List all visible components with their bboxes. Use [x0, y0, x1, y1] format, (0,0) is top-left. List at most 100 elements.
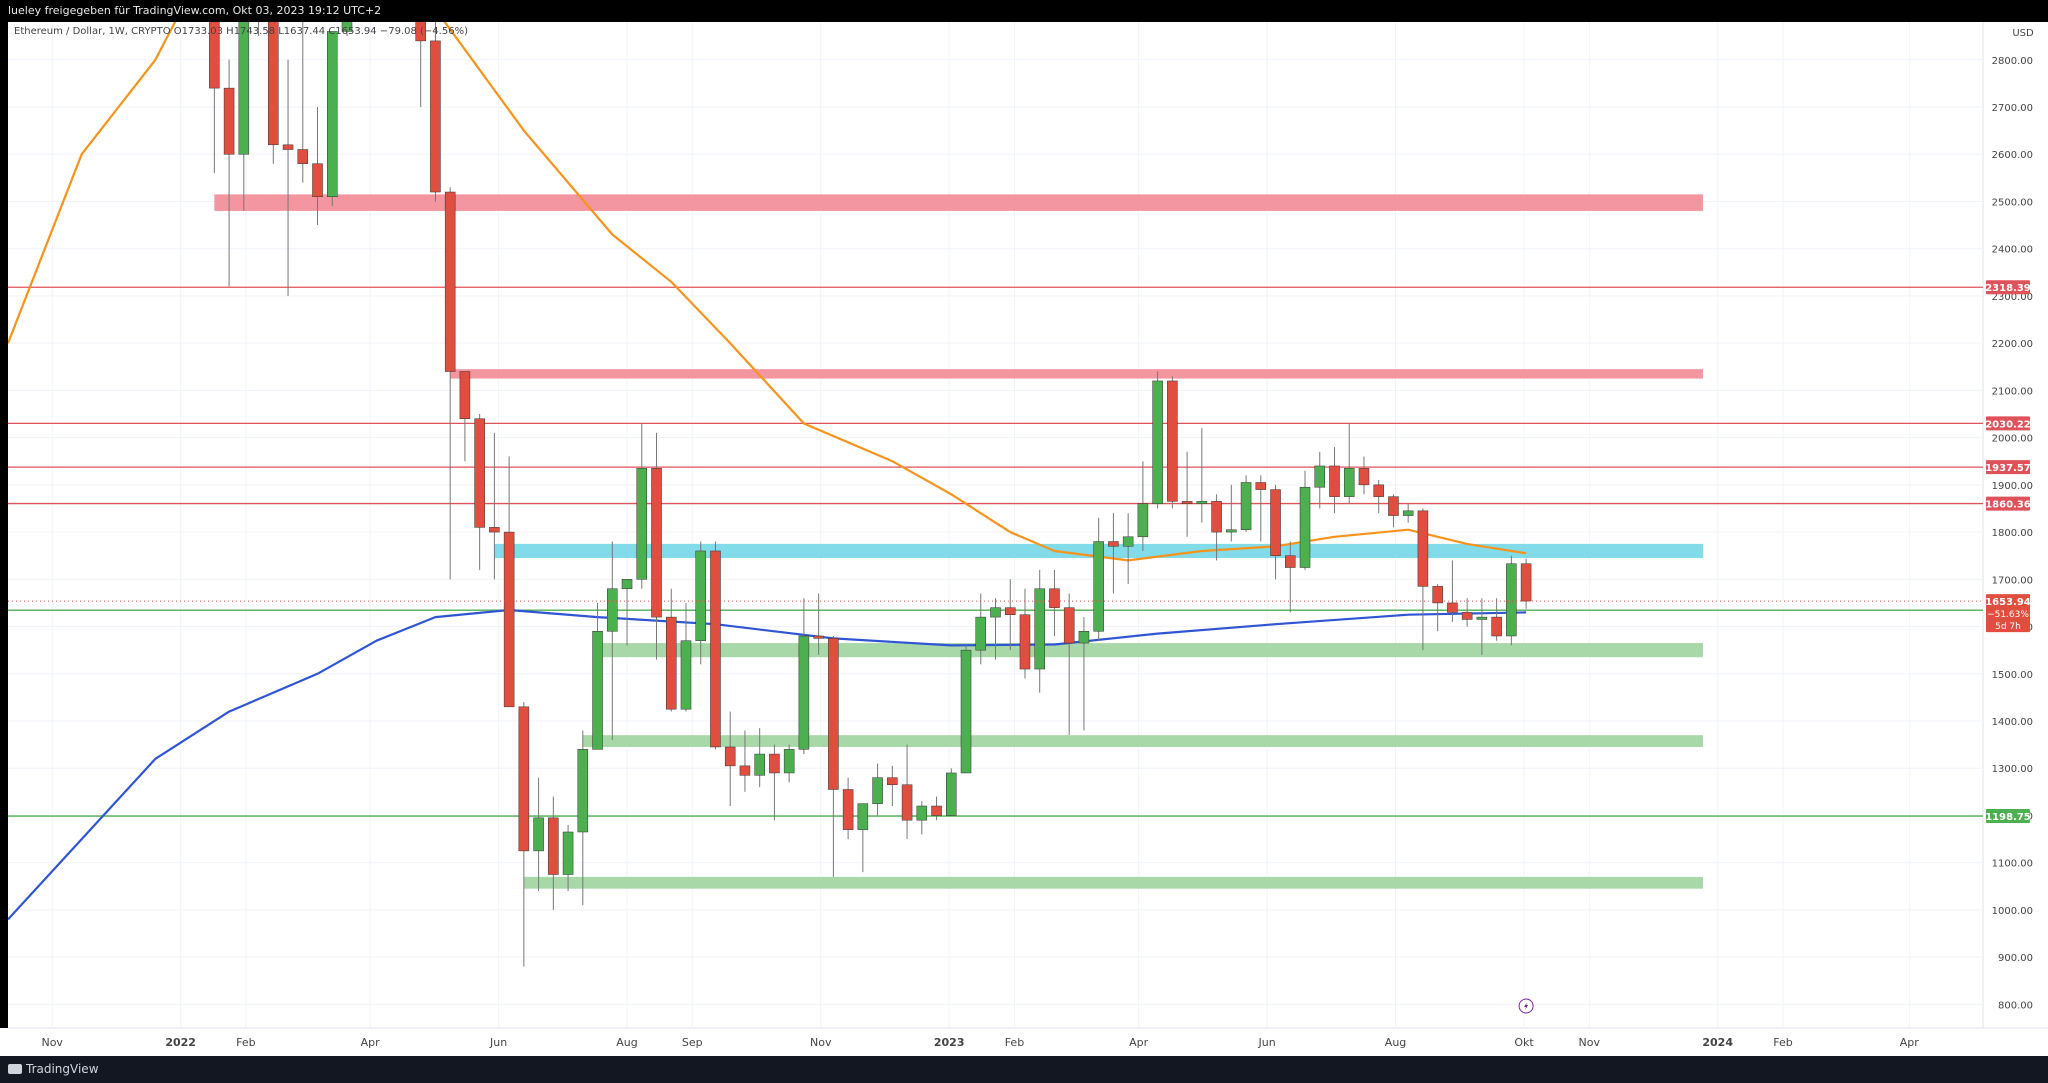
- candle-body: [1520, 563, 1532, 602]
- candle-body: [1137, 503, 1149, 538]
- candle-body: [1226, 529, 1237, 533]
- level-price-tag-bg: [1986, 460, 2030, 475]
- x-tick-label: Apr: [1129, 1036, 1149, 1049]
- chart-legend: Ethereum / Dollar, 1W, CRYPTO O1733.03 H…: [14, 26, 468, 37]
- x-tick-label: Apr: [1900, 1036, 1920, 1049]
- lightning-icon: [1524, 1002, 1529, 1010]
- candle-body: [710, 550, 721, 748]
- brand-label: TradingView: [26, 1062, 99, 1076]
- candle-body: [238, 22, 250, 155]
- y-tick-label: 2400.00: [1992, 245, 2033, 256]
- legend-ohlc: O1733.03 H1743.58 L1637.44 C1653.94 −79.…: [173, 26, 468, 37]
- x-tick-label: Sep: [682, 1036, 703, 1049]
- candle-body: [665, 616, 677, 710]
- candle-body: [1255, 482, 1267, 490]
- candle-body: [533, 817, 544, 852]
- x-tick-label: Feb: [236, 1036, 255, 1049]
- candle-body: [459, 371, 471, 419]
- level-price-tag-bg: [1986, 280, 2030, 295]
- candle-body: [1122, 536, 1134, 547]
- candle-body: [828, 638, 839, 790]
- candle-body: [489, 527, 500, 533]
- candle-body: [282, 144, 294, 150]
- candle-body: [518, 706, 530, 852]
- candle-body: [1461, 612, 1473, 620]
- y-tick-label: 1500.00: [1992, 670, 2033, 681]
- candle-body: [577, 749, 589, 833]
- level-price-tag: 2030.22: [1985, 419, 2031, 430]
- candle-body: [857, 803, 869, 830]
- x-tick-label: Okt: [1514, 1036, 1534, 1049]
- level-price-tag: 2318.39: [1985, 283, 2031, 294]
- y-tick-label: 1900.00: [1992, 481, 2033, 492]
- candle-body: [651, 468, 662, 618]
- candle-body: [975, 616, 987, 651]
- x-tick-label: Nov: [810, 1036, 832, 1049]
- candle-body: [1402, 510, 1414, 516]
- candle-body: [1093, 541, 1104, 632]
- candle-body: [562, 831, 574, 875]
- candle-body: [798, 635, 810, 750]
- candle-body: [268, 22, 279, 146]
- candle-body: [1167, 380, 1178, 502]
- candle-body: [739, 765, 751, 776]
- x-tick-label: Feb: [1005, 1036, 1024, 1049]
- last-price-tag-line: 5d 7h: [1995, 622, 2021, 632]
- candle-body: [1314, 465, 1326, 488]
- candle-body: [813, 635, 824, 639]
- level-price-tag-bg: [1986, 416, 2030, 431]
- candle-body: [1491, 616, 1502, 637]
- y-tick-label: 2800.00: [1992, 56, 2033, 67]
- x-tick-label: Jun: [1258, 1036, 1276, 1049]
- level-price-tag: 1860.36: [1985, 500, 2031, 511]
- last-price-tag-line: 1653.94: [1985, 597, 2031, 608]
- x-tick-label: Apr: [361, 1036, 381, 1049]
- last-price-tag-line: −51.63%: [1987, 610, 2029, 620]
- y-tick-label: 800.00: [1998, 1000, 2033, 1011]
- candle-body: [1063, 607, 1075, 644]
- candle-body: [695, 550, 706, 641]
- share-header: lueley freigegeben für TradingView.com, …: [0, 0, 2048, 22]
- candle-body: [1329, 465, 1340, 497]
- candle-body: [1211, 501, 1222, 533]
- candle-body: [1019, 614, 1031, 670]
- candle-body: [990, 607, 1001, 618]
- y-tick-label: 2300.00: [1992, 292, 2033, 303]
- x-tick-label: Feb: [1773, 1036, 1792, 1049]
- y-tick-label: 2000.00: [1992, 434, 2033, 445]
- candle-body: [415, 22, 426, 42]
- y-tick-label: 2200.00: [1992, 339, 2033, 350]
- x-tick-label: Nov: [1579, 1036, 1601, 1049]
- candle-body: [1417, 510, 1429, 587]
- level-price-tag: 1198.75: [1985, 812, 2031, 823]
- y-tick-label: 1300.00: [1992, 764, 2033, 775]
- y-tick-label: 1700.00: [1992, 575, 2033, 586]
- candle-body: [1108, 541, 1119, 547]
- x-tick-label: Aug: [616, 1036, 637, 1049]
- tradingview-logo[interactable]: TradingView: [8, 1062, 99, 1076]
- footer-bar: TradingView: [0, 1056, 2048, 1083]
- share-text: lueley freigegeben für TradingView.com, …: [8, 4, 382, 17]
- candle-body: [548, 817, 559, 875]
- candle-body: [592, 631, 603, 750]
- price-chart[interactable]: 800.00900.001000.001100.001200.001300.00…: [0, 22, 2048, 1056]
- zone-rect: [214, 194, 1703, 211]
- y-tick-label: 2700.00: [1992, 103, 2033, 114]
- candle-body: [1432, 586, 1443, 604]
- candle-body: [1476, 616, 1488, 620]
- y-tick-label: 2600.00: [1992, 150, 2033, 161]
- candle-body: [1447, 602, 1458, 613]
- candle-body: [1240, 482, 1252, 530]
- x-tick-label: Nov: [41, 1036, 63, 1049]
- level-price-tag-bg: [1986, 809, 2030, 824]
- candle-body: [769, 753, 780, 774]
- candle-body: [754, 753, 765, 776]
- candle-body: [1004, 607, 1016, 615]
- candle-body: [1388, 496, 1399, 516]
- candle-body: [1049, 588, 1060, 608]
- candle-body: [887, 777, 898, 786]
- candle-body: [901, 784, 913, 821]
- time-axis-background: [0, 1028, 2048, 1056]
- zone-rect: [597, 643, 1703, 658]
- y-tick-label: 2500.00: [1992, 197, 2033, 208]
